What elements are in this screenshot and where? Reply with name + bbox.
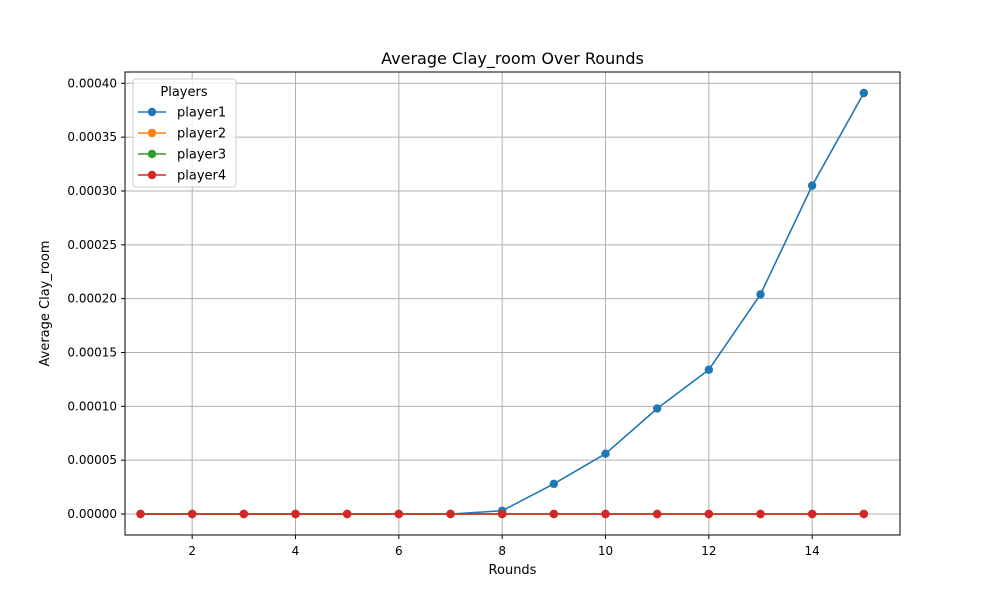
data-point-player4 — [498, 510, 506, 518]
y-tick-label: 0.00020 — [67, 292, 117, 306]
legend-swatch-marker — [148, 171, 156, 179]
x-tick-label: 12 — [701, 544, 716, 558]
x-tick-label: 8 — [498, 544, 506, 558]
y-tick-label: 0.00035 — [67, 130, 117, 144]
data-point-player1 — [860, 89, 868, 97]
data-point-player4 — [395, 510, 403, 518]
legend-label: player2 — [177, 127, 226, 142]
data-point-player4 — [653, 510, 661, 518]
data-point-player4 — [601, 510, 609, 518]
x-tick-label: 4 — [292, 544, 300, 558]
legend-swatch-marker — [148, 129, 156, 137]
data-point-player1 — [808, 181, 816, 189]
data-point-player4 — [705, 510, 713, 518]
data-point-player4 — [240, 510, 248, 518]
data-point-player4 — [860, 510, 868, 518]
y-axis-ticks: 0.00000 0.00005 0.00010 0.00015 0.00020 0.000… — [67, 76, 125, 521]
data-point-player4 — [550, 510, 558, 518]
legend-label: player4 — [177, 169, 226, 184]
chart-title: Average Clay_room Over Rounds — [381, 49, 644, 69]
data-point-player4 — [188, 510, 196, 518]
data-point-player4 — [343, 510, 351, 518]
legend-label: player3 — [177, 148, 226, 163]
data-point-player1 — [601, 450, 609, 458]
legend-swatch-marker — [148, 150, 156, 158]
data-point-player4 — [808, 510, 816, 518]
y-tick-label: 0.00025 — [67, 238, 117, 252]
y-tick-label: 0.00000 — [67, 507, 117, 521]
x-tick-label: 10 — [598, 544, 613, 558]
data-point-player1 — [653, 404, 661, 412]
x-tick-label: 14 — [805, 544, 820, 558]
y-axis-label: Average Clay_room — [38, 241, 53, 367]
y-tick-label: 0.00015 — [67, 345, 117, 359]
x-axis-label: Rounds — [489, 563, 537, 578]
data-point-player4 — [136, 510, 144, 518]
y-tick-label: 0.00010 — [67, 399, 117, 413]
y-tick-label: 0.00040 — [67, 76, 117, 90]
y-tick-label: 0.00005 — [67, 453, 117, 467]
legend-swatch-marker — [148, 108, 156, 116]
x-tick-label: 6 — [395, 544, 403, 558]
data-point-player1 — [705, 366, 713, 374]
x-tick-label: 2 — [188, 544, 196, 558]
legend-label: player1 — [177, 106, 226, 121]
data-point-player4 — [291, 510, 299, 518]
data-point-player1 — [550, 480, 558, 488]
legend: Players player1 player2 player3 player4 — [133, 79, 236, 187]
data-point-player4 — [446, 510, 454, 518]
data-point-player1 — [756, 290, 764, 298]
series-player4 — [136, 510, 868, 518]
legend-title: Players — [160, 85, 207, 100]
y-tick-label: 0.00030 — [67, 184, 117, 198]
data-point-player4 — [756, 510, 764, 518]
